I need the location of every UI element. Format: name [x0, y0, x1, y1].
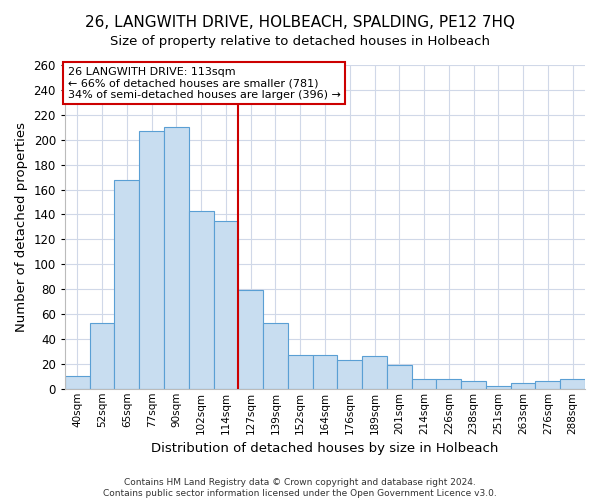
Bar — [362, 356, 387, 389]
Y-axis label: Number of detached properties: Number of detached properties — [15, 122, 28, 332]
Text: Size of property relative to detached houses in Holbeach: Size of property relative to detached ho… — [110, 35, 490, 48]
Bar — [90, 323, 115, 389]
Bar — [214, 220, 238, 389]
Bar — [65, 376, 90, 389]
Bar — [263, 323, 288, 389]
Bar — [164, 128, 189, 389]
Bar — [238, 290, 263, 389]
Bar — [313, 355, 337, 389]
Bar — [412, 379, 436, 389]
Bar — [337, 360, 362, 389]
Bar — [288, 355, 313, 389]
Bar — [486, 386, 511, 389]
Bar — [387, 365, 412, 389]
Text: Contains HM Land Registry data © Crown copyright and database right 2024.
Contai: Contains HM Land Registry data © Crown c… — [103, 478, 497, 498]
Bar — [115, 180, 139, 389]
X-axis label: Distribution of detached houses by size in Holbeach: Distribution of detached houses by size … — [151, 442, 499, 455]
Bar — [560, 379, 585, 389]
Bar — [189, 210, 214, 389]
Bar — [511, 382, 535, 389]
Bar — [139, 131, 164, 389]
Text: 26, LANGWITH DRIVE, HOLBEACH, SPALDING, PE12 7HQ: 26, LANGWITH DRIVE, HOLBEACH, SPALDING, … — [85, 15, 515, 30]
Text: 26 LANGWITH DRIVE: 113sqm
← 66% of detached houses are smaller (781)
34% of semi: 26 LANGWITH DRIVE: 113sqm ← 66% of detac… — [68, 66, 340, 100]
Bar — [461, 382, 486, 389]
Bar — [535, 382, 560, 389]
Bar — [436, 379, 461, 389]
